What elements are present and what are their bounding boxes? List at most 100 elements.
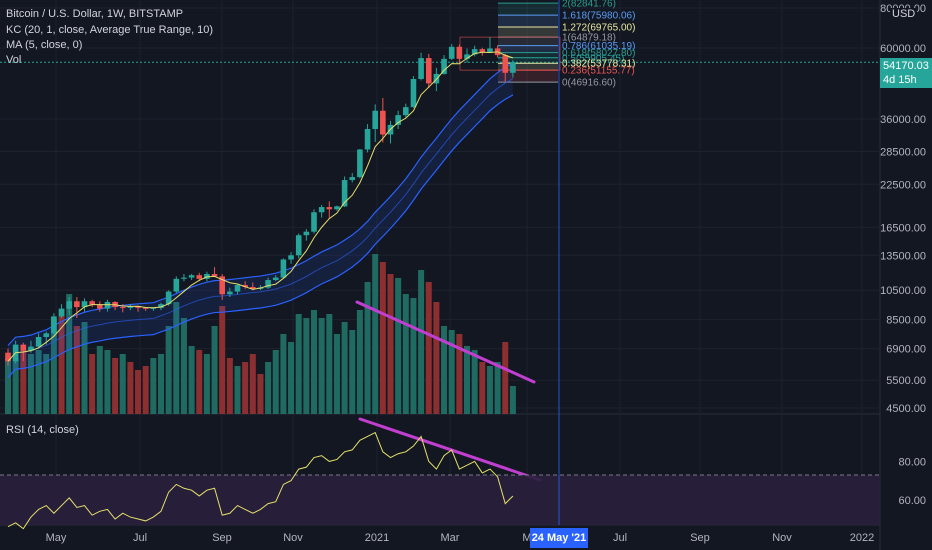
- candle-body: [219, 276, 225, 295]
- candle-body: [265, 280, 271, 288]
- fib-level-label: 0.5(55905.45): [562, 53, 624, 64]
- ma-line: [7, 51, 514, 362]
- volume-bar: [135, 370, 142, 414]
- candle-body: [234, 285, 241, 292]
- volume-bar: [234, 366, 241, 414]
- volume-bar: [96, 346, 103, 414]
- candle-body: [280, 259, 287, 278]
- time-axis-label: Jul: [613, 532, 627, 544]
- volume-bar: [356, 310, 363, 414]
- fib-level-label: 2(82841.76): [562, 0, 616, 10]
- candle-body: [127, 306, 134, 308]
- candle-body: [119, 307, 126, 309]
- candle-body: [181, 277, 187, 279]
- volume-bar: [395, 278, 402, 414]
- price-axis-label: 8500.00: [886, 315, 926, 327]
- time-axis-label: 2022: [850, 532, 874, 544]
- candle-body: [425, 58, 432, 84]
- candle-body: [5, 352, 11, 362]
- price-axis-label: 10500.00: [880, 285, 926, 297]
- volume-bar: [295, 314, 302, 414]
- volume-bar: [165, 326, 172, 414]
- candle-body: [349, 177, 356, 181]
- time-axis-label: Nov: [772, 532, 792, 544]
- indicator-ma-legend[interactable]: MA (5, close, 0): [6, 39, 83, 51]
- price-axis-label: 4500.00: [886, 403, 926, 415]
- volume-bar: [50, 318, 57, 414]
- rsi-legend[interactable]: RSI (14, close): [6, 424, 79, 436]
- currency-label[interactable]: USD: [890, 8, 918, 20]
- fib-level-label: 1(64879.18): [562, 33, 616, 44]
- candle-body: [311, 212, 317, 232]
- volume-bar: [265, 362, 272, 414]
- volume-bar: [471, 350, 478, 414]
- volume-bar: [119, 354, 126, 414]
- volume-bar: [494, 362, 501, 414]
- volume-bar: [318, 318, 325, 414]
- volume-bar: [486, 366, 493, 414]
- volume-bar: [180, 318, 187, 414]
- volume-bar: [27, 354, 34, 414]
- volume-bar: [280, 334, 287, 414]
- candle-body: [28, 346, 34, 351]
- candle-body: [471, 49, 478, 55]
- candle-body: [66, 301, 72, 309]
- volume-bar: [196, 350, 203, 414]
- volume-bar: [142, 366, 149, 414]
- volume-bar: [66, 294, 73, 414]
- candle-body: [150, 307, 157, 309]
- candle-body: [372, 110, 378, 129]
- bar-countdown: 4d 15h: [883, 74, 917, 86]
- candle-body: [173, 278, 180, 292]
- candle-body: [20, 344, 27, 351]
- time-axis-label: M: [522, 532, 531, 544]
- volume-bar: [387, 274, 394, 414]
- volume-bar: [410, 298, 417, 414]
- last-price-badge: 54170.03 4d 15h: [880, 58, 932, 88]
- chart-title: Bitcoin / U.S. Dollar, 1W, BITSTAMP: [6, 8, 184, 20]
- fib-level-label: 0.236(51155.77): [562, 66, 635, 77]
- volume-bar: [35, 350, 42, 414]
- volume-bar: [288, 342, 295, 414]
- fib-zone: [498, 45, 558, 53]
- candle-body: [295, 235, 302, 256]
- fib-level-label: 1.272(69765.00): [562, 23, 635, 34]
- candle-body: [418, 58, 424, 79]
- volume-bar: [127, 362, 134, 414]
- time-axis-label: Sep: [690, 532, 710, 544]
- time-axis-label: May: [46, 532, 67, 544]
- time-axis-label: Jul: [133, 532, 147, 544]
- candle-body: [441, 58, 447, 74]
- kc-basis: [7, 78, 514, 362]
- candle-body: [250, 286, 256, 289]
- candle-body: [395, 115, 401, 125]
- candle-body: [104, 301, 111, 309]
- candle-body: [43, 333, 50, 338]
- volume-bar: [364, 282, 371, 414]
- fib-zone: [498, 27, 558, 38]
- volume-bar: [58, 310, 65, 414]
- indicator-kc-legend[interactable]: KC (20, 1, close, Average True Range, 10…: [6, 24, 214, 36]
- candle-body: [487, 48, 493, 53]
- indicator-vol-legend[interactable]: Vol: [6, 54, 22, 66]
- rsi-axis-label: 60.00: [898, 495, 926, 507]
- candle-body: [196, 275, 203, 279]
- price-axis-label: 60000.00: [880, 43, 926, 55]
- fib-zone: [498, 52, 558, 58]
- volume-bar: [5, 358, 11, 414]
- candle-body: [303, 231, 310, 236]
- candle-body: [403, 107, 409, 116]
- volume-bar: [188, 346, 195, 414]
- candle-body: [35, 337, 42, 347]
- rsi-band: [0, 475, 880, 525]
- volume-bar: [272, 350, 279, 414]
- volume-bar: [81, 322, 88, 414]
- volume-bar: [341, 322, 348, 414]
- volume-bar: [242, 362, 249, 414]
- crosshair-date-label: 24 May '21: [530, 528, 588, 548]
- candle-body: [272, 277, 279, 281]
- volume-bar: [326, 314, 333, 414]
- fib-level-label: 1.618(75980.06): [562, 11, 635, 22]
- volume-bar: [150, 358, 157, 414]
